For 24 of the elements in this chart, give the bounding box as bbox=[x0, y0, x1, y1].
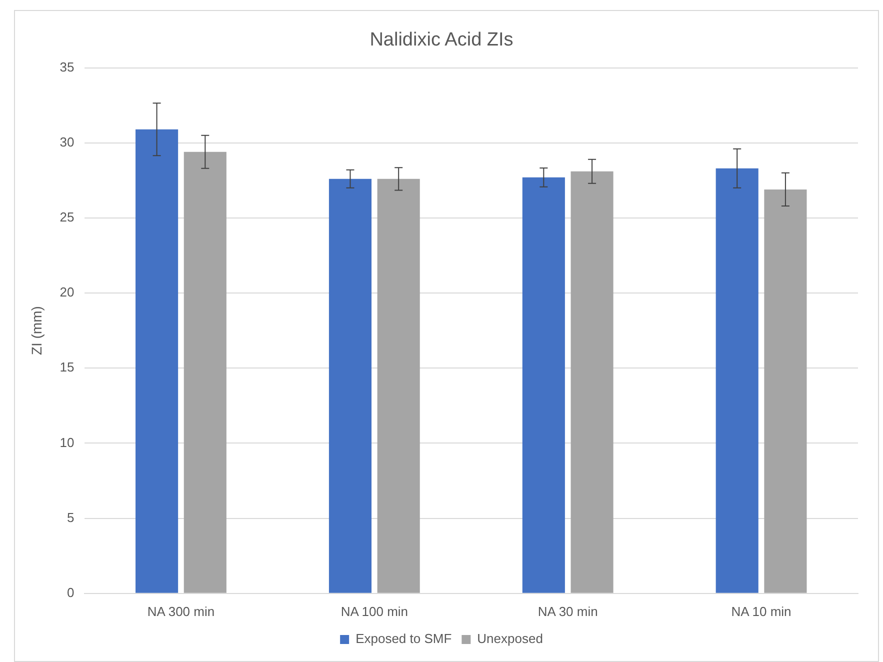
chart-title: Nalidixic Acid ZIs bbox=[370, 30, 514, 51]
y-tick-label: 20 bbox=[60, 284, 74, 300]
bar bbox=[328, 178, 372, 593]
x-tick-label: NA 300 min bbox=[147, 604, 215, 619]
y-tick-label: 0 bbox=[67, 584, 74, 600]
bar bbox=[716, 168, 758, 593]
x-tick-label: NA 10 min bbox=[731, 604, 792, 619]
bar bbox=[377, 178, 420, 593]
y-tick-label: 15 bbox=[60, 360, 74, 375]
y-tick-label: 30 bbox=[60, 134, 74, 150]
bar bbox=[764, 189, 807, 593]
bar bbox=[136, 129, 178, 593]
bar bbox=[522, 177, 565, 593]
legend-label: Exposed to SMF bbox=[356, 631, 452, 646]
bar bbox=[570, 171, 614, 593]
y-axis-title: ZI (mm) bbox=[28, 306, 44, 356]
y-tick-label: 5 bbox=[67, 510, 74, 525]
y-tick-label: 25 bbox=[60, 210, 74, 225]
x-tick-label: NA 30 min bbox=[538, 604, 598, 619]
y-tick-label: 35 bbox=[60, 59, 74, 74]
y-tick-label: 10 bbox=[60, 434, 74, 450]
legend-label: Unexposed bbox=[477, 631, 543, 646]
x-tick-label: NA 100 min bbox=[340, 604, 408, 619]
bar bbox=[184, 152, 226, 593]
